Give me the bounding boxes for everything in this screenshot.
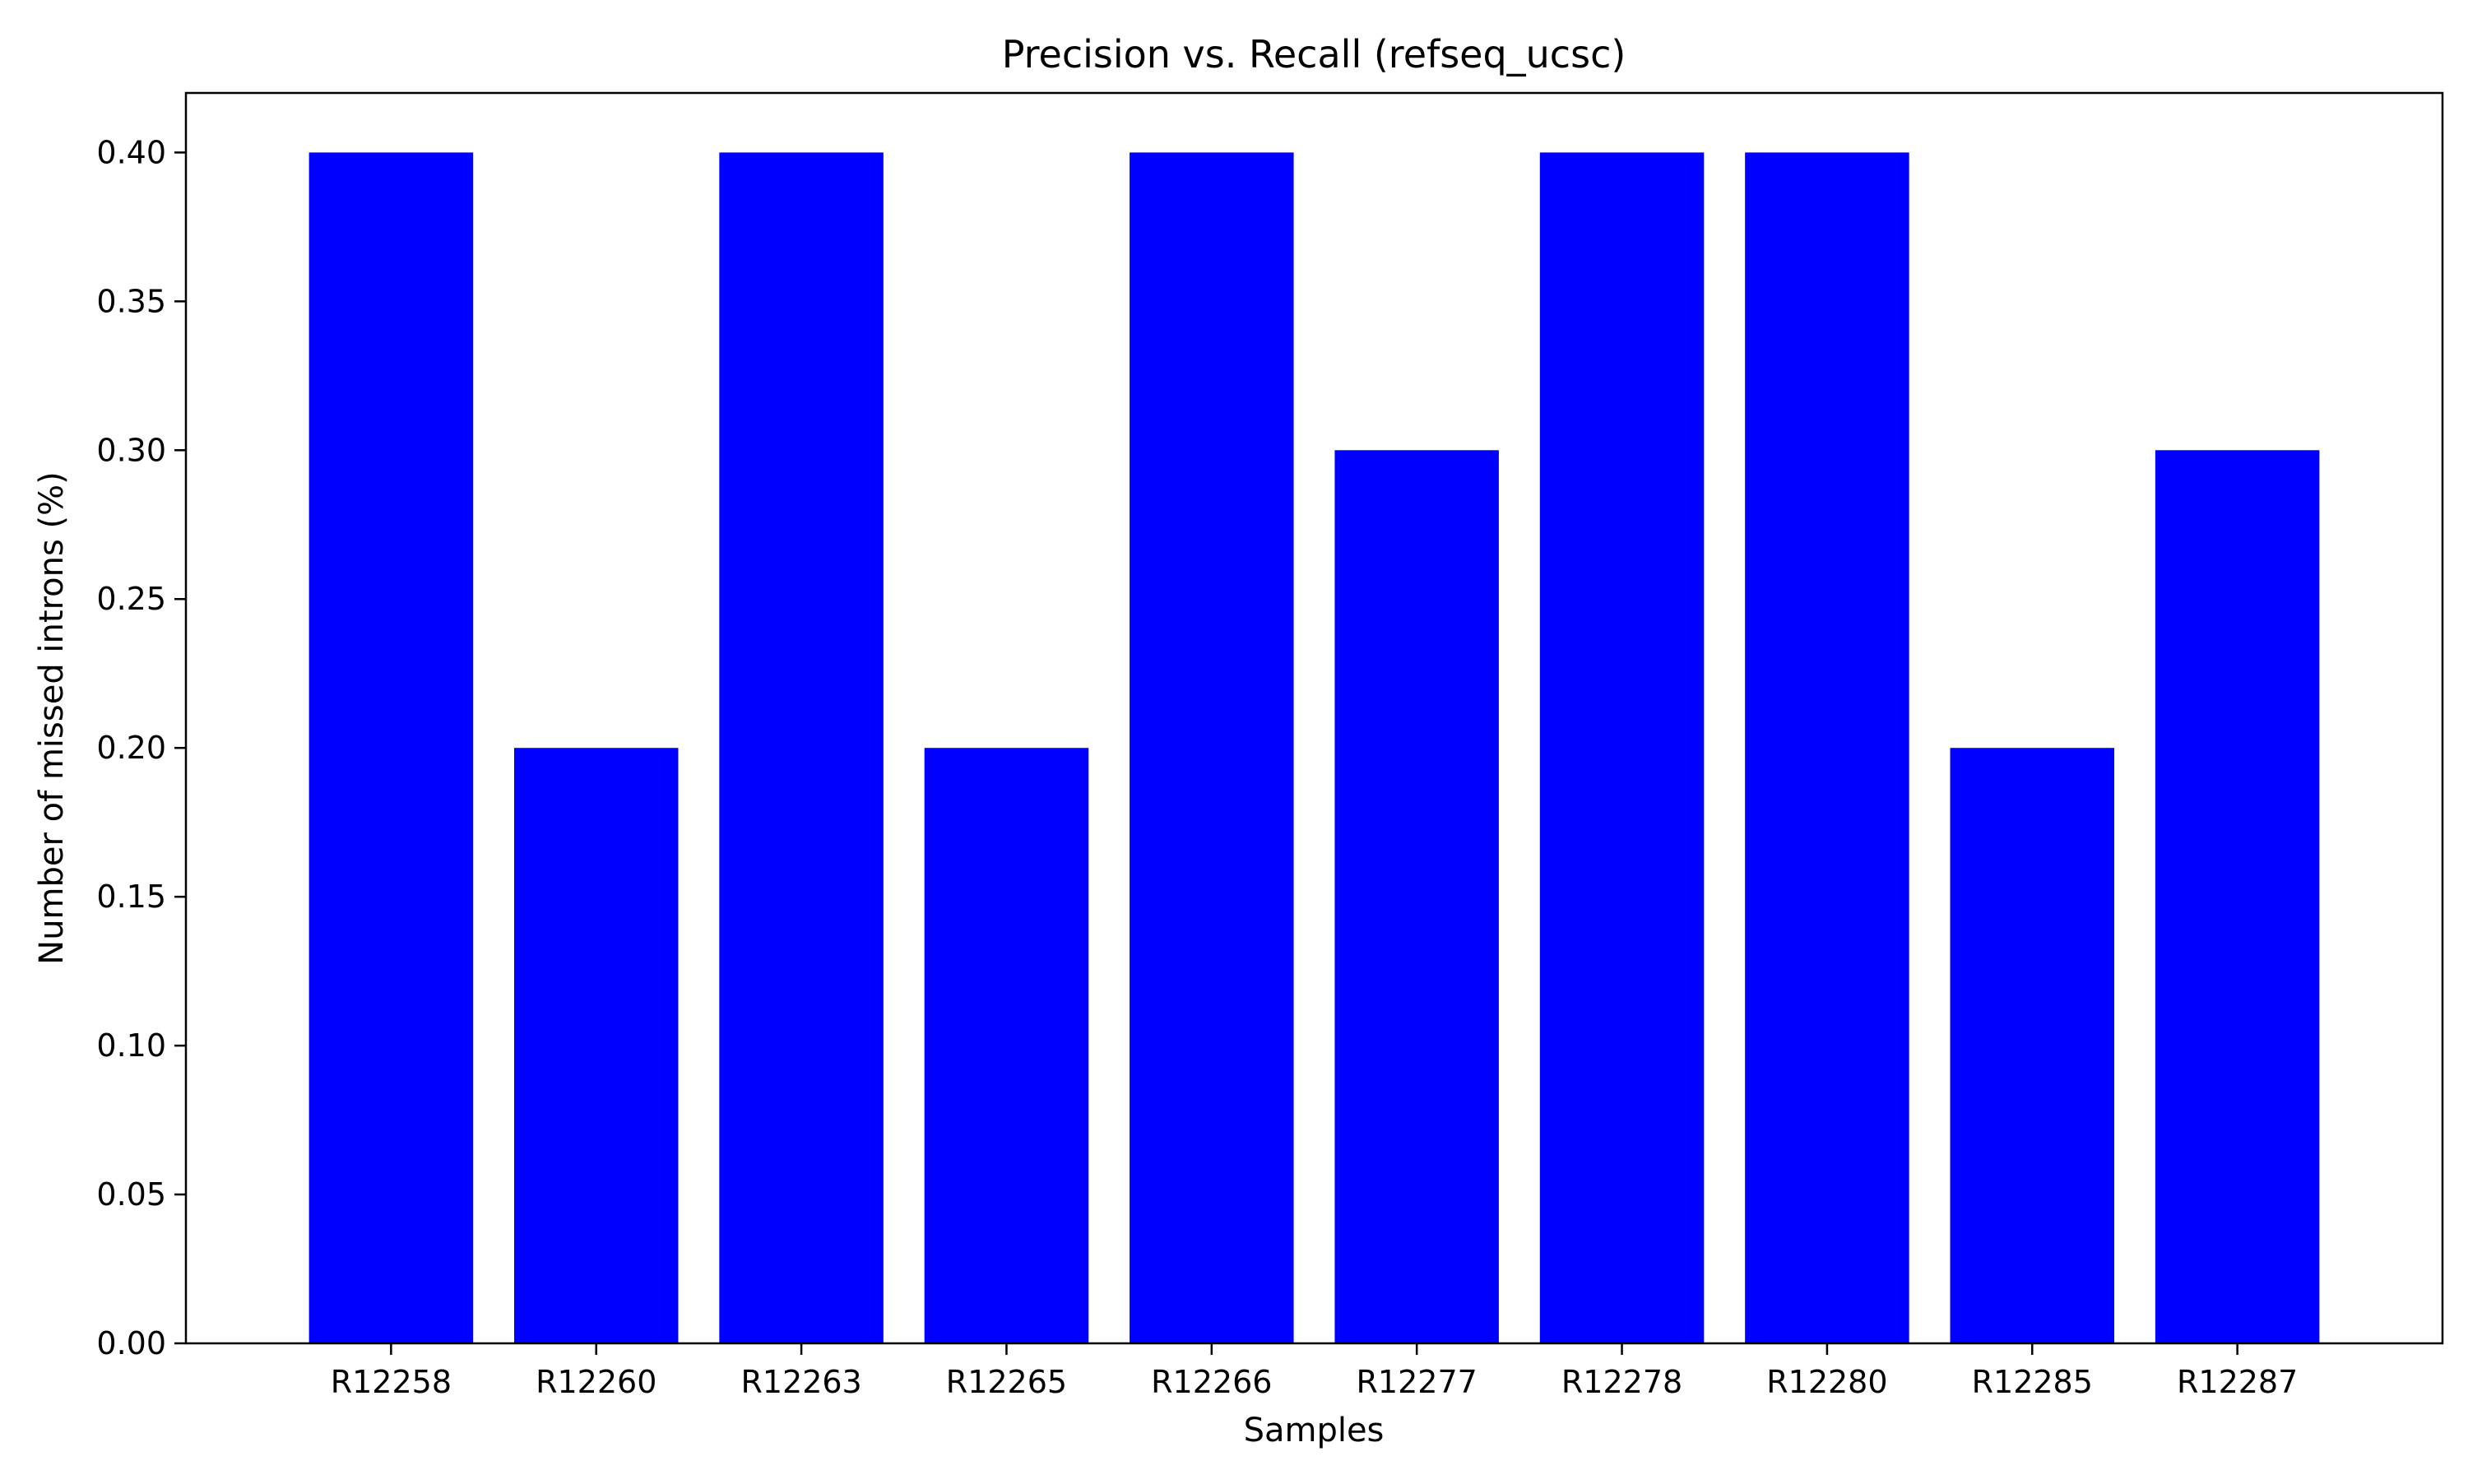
bar-r12285 xyxy=(1950,748,2115,1343)
y-axis-label: Number of missed introns (%) xyxy=(33,471,71,964)
y-tick-label: 0.35 xyxy=(96,283,166,319)
y-tick-label: 0.05 xyxy=(96,1176,166,1213)
x-tick-label: R12287 xyxy=(2177,1364,2298,1400)
bar-r12265 xyxy=(924,748,1089,1343)
bar-r12277 xyxy=(1334,450,1499,1344)
plot-frame xyxy=(184,91,2444,1345)
y-tick-label: 0.10 xyxy=(96,1027,166,1064)
x-tick-label: R12285 xyxy=(1972,1364,2093,1400)
bar-r12278 xyxy=(1539,152,1705,1343)
x-tick-label: R12260 xyxy=(536,1364,656,1400)
y-tick-label: 0.40 xyxy=(96,134,166,170)
x-tick-label: R12277 xyxy=(1357,1364,1478,1400)
y-tick-label: 0.30 xyxy=(96,432,166,468)
x-axis-ticks: R12258 R12260 R12263 R12265 R12266 R12277 R122… xyxy=(331,1343,2298,1400)
x-tick-label: R12258 xyxy=(331,1364,452,1400)
x-tick-label: R12263 xyxy=(740,1364,861,1400)
chart-title: Precision vs. Recall (refseq_ucsc) xyxy=(1002,32,1626,77)
y-tick-label: 0.00 xyxy=(96,1325,166,1361)
bar-r12263 xyxy=(719,152,884,1343)
bars-layer xyxy=(308,152,2320,1344)
bar-r12280 xyxy=(1745,152,1909,1343)
bar-r12266 xyxy=(1130,152,1294,1343)
bar-r12260 xyxy=(513,748,679,1343)
x-tick-label: R12278 xyxy=(1561,1364,1682,1400)
bar-r12287 xyxy=(2155,450,2320,1344)
y-axis-ticks: 0.00 0.05 0.10 0.15 0.20 0.25 0.30 0.35 0.40 xyxy=(96,134,186,1361)
x-axis-label: Samples xyxy=(1244,1412,1385,1449)
y-tick-label: 0.15 xyxy=(96,879,166,915)
x-tick-label: R12280 xyxy=(1766,1364,1887,1400)
y-tick-label: 0.25 xyxy=(96,581,166,617)
y-tick-label: 0.20 xyxy=(96,730,166,766)
x-tick-label: R12265 xyxy=(946,1364,1067,1400)
x-tick-label: R12266 xyxy=(1151,1364,1272,1400)
bar-r12258 xyxy=(308,152,474,1343)
